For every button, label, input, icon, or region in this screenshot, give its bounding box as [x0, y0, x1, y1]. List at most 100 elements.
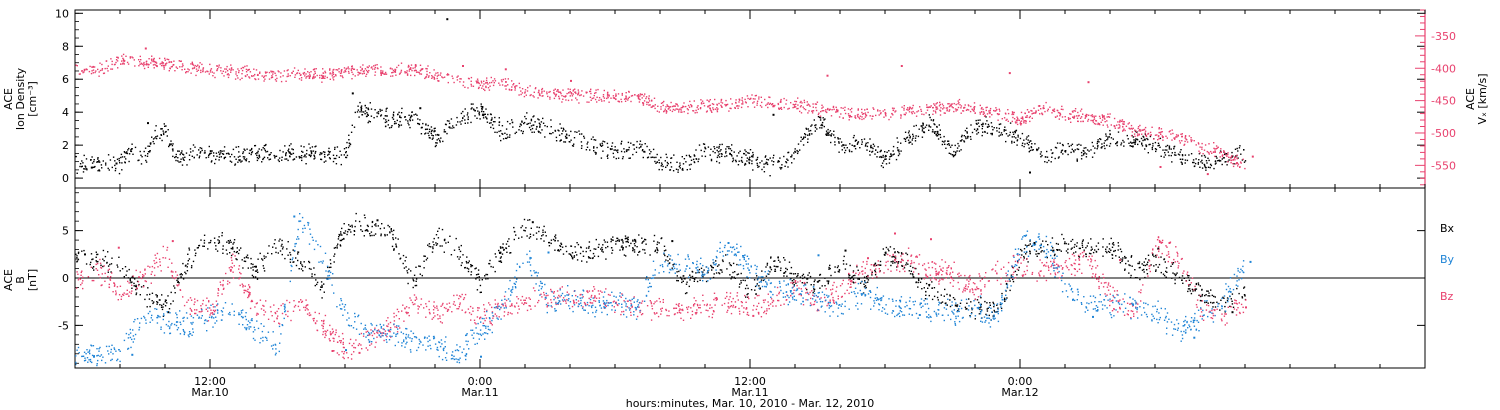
data-point	[928, 285, 930, 287]
data-point	[791, 280, 793, 282]
data-point	[1194, 290, 1196, 292]
data-point	[998, 108, 1000, 110]
data-point	[1014, 131, 1016, 134]
data-point	[436, 77, 438, 80]
data-point	[1210, 164, 1213, 167]
data-point	[720, 101, 722, 103]
data-point	[507, 240, 509, 243]
data-point	[431, 129, 433, 131]
data-point	[436, 139, 438, 141]
data-point	[361, 67, 363, 70]
data-point	[986, 310, 989, 312]
data-point	[1027, 135, 1030, 137]
data-point	[1031, 143, 1033, 145]
data-point	[159, 137, 161, 139]
data-point	[644, 239, 647, 241]
data-point	[892, 154, 894, 156]
data-point	[1155, 148, 1158, 151]
data-point	[982, 108, 984, 111]
data-point	[595, 238, 597, 241]
data-point	[115, 167, 117, 170]
data-point	[1017, 269, 1020, 271]
data-point	[278, 240, 280, 242]
data-point	[593, 147, 595, 149]
data-point	[808, 272, 810, 274]
data-point	[1046, 161, 1048, 164]
data-point	[250, 263, 252, 265]
data-point	[712, 108, 715, 111]
data-point	[273, 243, 276, 245]
data-point	[324, 151, 326, 153]
data-point	[844, 149, 847, 152]
data-point	[444, 131, 447, 133]
data-point	[398, 73, 401, 75]
data-point	[279, 149, 281, 152]
data-point	[1198, 150, 1200, 152]
data-point	[246, 148, 248, 150]
data-point	[494, 80, 497, 82]
data-point	[641, 237, 643, 239]
data-point	[725, 99, 727, 102]
data-point	[872, 115, 874, 117]
data-point	[1165, 276, 1167, 278]
data-point	[811, 110, 813, 112]
data-point	[1149, 134, 1152, 137]
data-point	[720, 153, 722, 155]
data-point	[383, 227, 385, 229]
data-point	[256, 152, 258, 154]
data-point	[397, 64, 400, 67]
data-point	[447, 73, 449, 75]
data-point	[675, 108, 677, 110]
data-point	[930, 105, 932, 107]
data-point	[646, 101, 648, 103]
data-point	[319, 77, 321, 79]
data-point	[309, 155, 312, 158]
data-point	[1236, 287, 1238, 290]
data-point	[1207, 151, 1210, 154]
data-point	[222, 248, 224, 250]
data-point	[244, 159, 247, 161]
data-point	[280, 80, 283, 83]
data-point	[1132, 136, 1134, 138]
data-point	[348, 134, 350, 136]
data-point	[681, 278, 683, 281]
data-point	[1024, 112, 1026, 114]
data-point	[607, 154, 609, 156]
data-point	[309, 75, 311, 77]
data-point	[146, 63, 148, 65]
data-point	[1028, 141, 1030, 144]
data-point	[1057, 243, 1059, 245]
data-point	[786, 158, 788, 160]
data-point	[151, 300, 153, 302]
data-point	[365, 73, 368, 75]
data-point	[232, 246, 234, 249]
data-point	[1021, 132, 1024, 135]
data-point	[494, 253, 496, 255]
data-point	[890, 261, 892, 263]
data-point	[536, 238, 538, 240]
data-point	[1095, 123, 1097, 125]
data-point	[83, 68, 86, 71]
data-point	[977, 119, 979, 121]
data-point	[731, 103, 733, 105]
data-point	[494, 116, 496, 119]
data-point	[142, 63, 145, 65]
data-point	[890, 155, 892, 157]
data-point	[638, 251, 640, 253]
data-point	[593, 248, 595, 250]
data-point	[252, 263, 254, 266]
data-point	[331, 75, 333, 77]
data-point	[1021, 142, 1024, 144]
data-point	[885, 158, 887, 160]
data-point	[880, 156, 883, 159]
data-point	[213, 72, 215, 74]
data-point	[694, 112, 696, 114]
data-point	[155, 294, 157, 296]
data-point	[124, 60, 126, 62]
data-point	[576, 259, 579, 261]
data-point	[814, 279, 816, 281]
data-point	[872, 143, 875, 145]
data-point	[761, 101, 763, 104]
data-point	[210, 152, 212, 154]
data-point	[1215, 148, 1217, 150]
